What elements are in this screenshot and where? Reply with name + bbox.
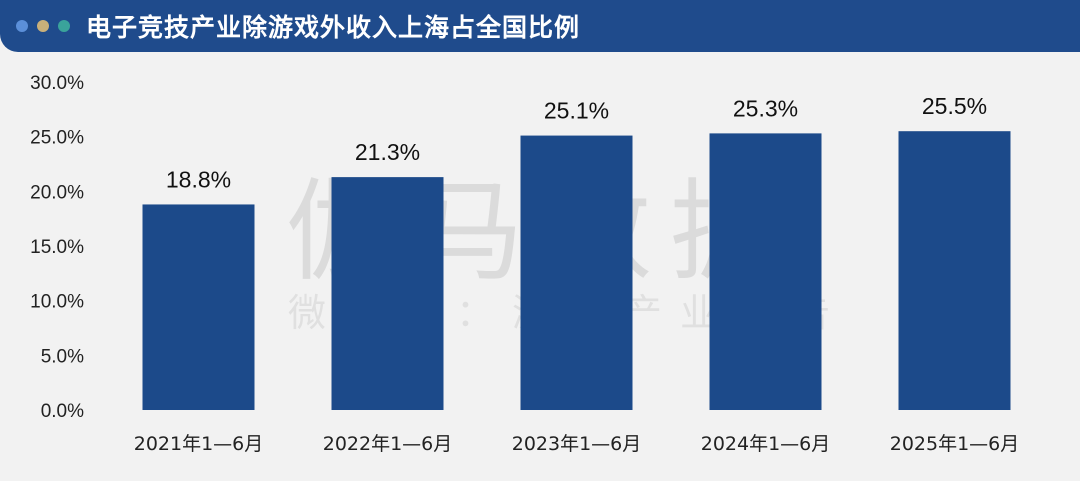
bar (520, 135, 633, 410)
x-category-label: 2025年1—6月 (890, 433, 1020, 455)
dot-blue (16, 20, 28, 32)
y-tick-label: 0.0% (41, 401, 84, 422)
y-axis-ticks: 0.0% 5.0% 10.0% 15.0% 20.0% 25.0% 30.0% (30, 73, 84, 422)
y-tick-label: 15.0% (30, 237, 84, 258)
x-category-label: 2023年1—6月 (512, 433, 642, 455)
data-label: 25.1% (544, 98, 609, 124)
y-tick-label: 10.0% (30, 292, 84, 313)
data-label: 18.8% (166, 166, 231, 192)
y-tick-label: 5.0% (41, 346, 84, 367)
x-category-label: 2021年1—6月 (134, 433, 264, 455)
data-labels: 18.8% 21.3% 25.1% 25.3% 25.5% (166, 93, 987, 192)
bar (709, 133, 822, 411)
category-labels: 2021年1—6月 2022年1—6月 2023年1—6月 2024年1—6月 2025… (134, 433, 1020, 455)
bar (142, 204, 255, 410)
y-tick-label: 30.0% (30, 73, 84, 94)
dot-teal (58, 20, 70, 32)
bar (898, 131, 1011, 410)
dot-tan (37, 20, 49, 32)
y-tick-label: 25.0% (30, 128, 84, 149)
data-label: 25.3% (733, 95, 798, 121)
bar (331, 177, 444, 410)
chart-title: 电子竞技产业除游戏外收入上海占全国比例 (86, 13, 581, 42)
bars (142, 131, 1011, 411)
data-label: 25.5% (922, 93, 987, 119)
x-category-label: 2022年1—6月 (323, 433, 453, 455)
data-label: 21.3% (355, 139, 420, 165)
x-category-label: 2024年1—6月 (701, 433, 831, 455)
y-tick-label: 20.0% (30, 182, 84, 203)
window-dots (16, 20, 70, 32)
chart-header: 电子竞技产业除游戏外收入上海占全国比例 (0, 0, 1080, 52)
